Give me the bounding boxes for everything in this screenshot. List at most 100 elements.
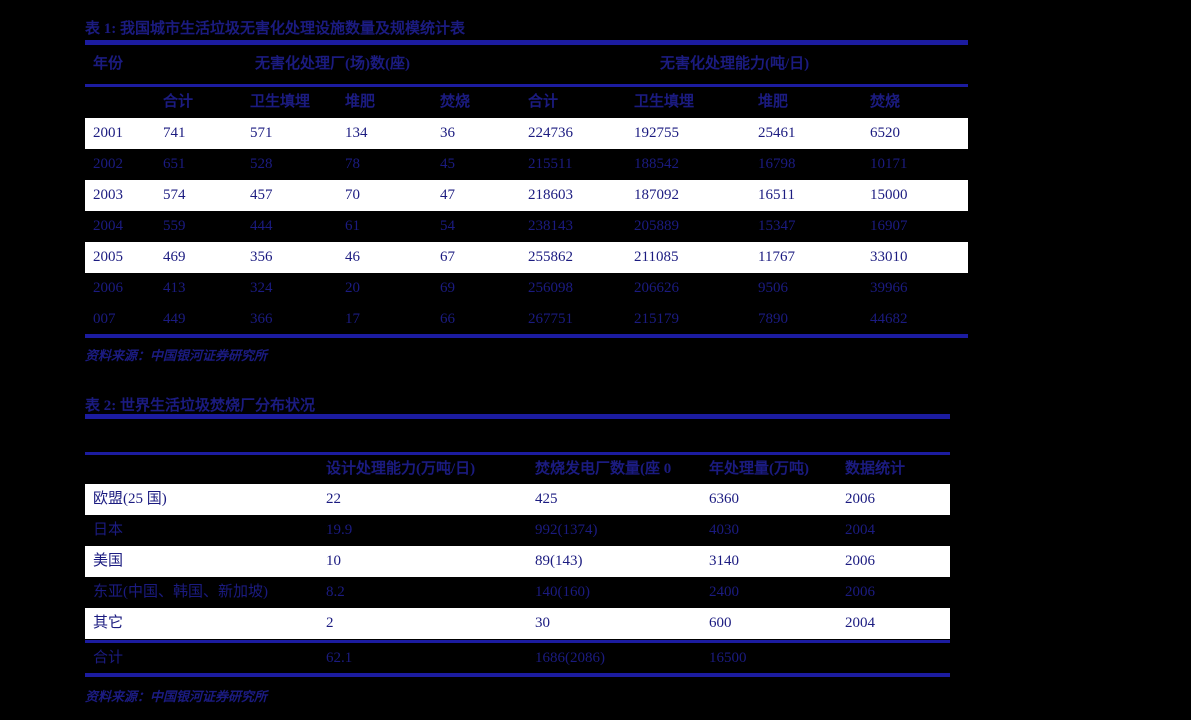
table2-header-row: 设计处理能力(万吨/日) 焚烧发电厂数量(座 0 年处理量(万吨) 数据统计 <box>85 455 950 484</box>
table-cell: 007 <box>93 311 116 327</box>
table-row: 2006 413 324 20 69 256098 206626 9506 39… <box>85 273 968 304</box>
table-cell: 356 <box>250 249 273 265</box>
table-cell: 2001 <box>93 125 123 141</box>
table-cell: 992(1374) <box>535 522 598 538</box>
table-cell: 2005 <box>93 249 123 265</box>
table-cell: 7890 <box>758 311 788 327</box>
table-cell: 444 <box>250 218 273 234</box>
column-header-landfill: 卫生填埋 <box>250 94 311 110</box>
column-header-compost: 堆肥 <box>345 94 376 110</box>
table-cell: 2006 <box>845 491 875 507</box>
table-cell: 413 <box>163 280 186 296</box>
table-row: 2003 574 457 70 47 218603 187092 16511 1… <box>85 180 968 211</box>
table-cell: 3140 <box>709 553 739 569</box>
table-cell: 574 <box>163 187 186 203</box>
table-row: 美国 10 89(143) 3140 2006 <box>85 546 950 577</box>
table-cell: 600 <box>709 615 732 631</box>
table-cell: 20 <box>345 280 360 296</box>
table2-source-note: 资料来源：中国银河证券研究所 <box>85 689 268 704</box>
table1-source-note: 资料来源：中国银河证券研究所 <box>85 348 268 363</box>
table-cell: 2004 <box>845 615 875 631</box>
table-cell: 39966 <box>870 280 908 296</box>
table-cell: 17 <box>345 311 360 327</box>
table-cell: 2006 <box>845 553 875 569</box>
table-cell: 206626 <box>634 280 679 296</box>
table-cell: 2 <box>326 615 334 631</box>
table-cell: 78 <box>345 156 360 172</box>
table-cell: 205889 <box>634 218 679 234</box>
table-row: 2001 741 571 134 36 224736 192755 25461 … <box>85 118 968 149</box>
table-cell: 1686(2086) <box>535 650 605 666</box>
column-header-capacity-group: 无害化处理能力(吨/日) <box>660 56 810 72</box>
table-cell: 457 <box>250 187 273 203</box>
table-row: 东亚(中国、韩国、新加坡) 8.2 140(160) 2400 2006 <box>85 577 950 608</box>
table-cell: 16500 <box>709 650 747 666</box>
table2-top-border <box>85 414 950 419</box>
column-header-year: 年份 <box>93 56 124 72</box>
column-header-total: 合计 <box>163 94 194 110</box>
table-cell: 16907 <box>870 218 908 234</box>
table-cell: 238143 <box>528 218 573 234</box>
table-cell: 2003 <box>93 187 123 203</box>
table-cell: 2006 <box>93 280 123 296</box>
table-cell: 66 <box>440 311 455 327</box>
table1-top-border <box>85 40 968 45</box>
table-cell: 日本 <box>93 522 124 538</box>
table-cell: 255862 <box>528 249 573 265</box>
table-cell: 2004 <box>93 218 123 234</box>
column-header-annual-volume: 年处理量(万吨) <box>709 461 809 477</box>
table-row-total: 合计 62.1 1686(2086) 16500 <box>85 643 950 673</box>
table-cell: 47 <box>440 187 455 203</box>
table-cell: 46 <box>345 249 360 265</box>
table-cell: 19.9 <box>326 522 353 538</box>
table-cell: 4030 <box>709 522 739 538</box>
column-header-plant-count-group: 无害化处理厂(场)数(座) <box>255 56 410 72</box>
table-cell: 89(143) <box>535 553 583 569</box>
table-cell: 东亚(中国、韩国、新加坡) <box>93 584 268 600</box>
table-cell: 45 <box>440 156 455 172</box>
table1-title: 表 1: 我国城市生活垃圾无害化处理设施数量及规模统计表 <box>85 21 465 37</box>
table-cell: 211085 <box>634 249 679 265</box>
column-header-plant-count: 焚烧发电厂数量(座 0 <box>535 461 672 477</box>
table-cell: 192755 <box>634 125 679 141</box>
table-cell: 15000 <box>870 187 908 203</box>
table-cell: 469 <box>163 249 186 265</box>
table-cell: 22 <box>326 491 341 507</box>
table-cell: 70 <box>345 187 360 203</box>
table-row: 2004 559 444 61 54 238143 205889 15347 1… <box>85 211 968 242</box>
column-header-incineration: 焚烧 <box>440 94 471 110</box>
table2-header-divider <box>85 452 950 455</box>
table-cell: 528 <box>250 156 273 172</box>
table-cell: 8.2 <box>326 584 345 600</box>
column-header-design-capacity: 设计处理能力(万吨/日) <box>326 461 476 477</box>
table-cell: 140(160) <box>535 584 590 600</box>
table-cell: 30 <box>535 615 550 631</box>
table-cell: 44682 <box>870 311 908 327</box>
table-cell: 合计 <box>93 650 124 666</box>
table-row: 2002 651 528 78 45 215511 188542 16798 1… <box>85 149 968 180</box>
table-cell: 69 <box>440 280 455 296</box>
column-header-landfill-capacity: 卫生填埋 <box>634 94 695 110</box>
table-cell: 324 <box>250 280 273 296</box>
table-cell: 256098 <box>528 280 573 296</box>
table1-subheader-row: 合计 卫生填埋 堆肥 焚烧 合计 卫生填埋 堆肥 焚烧 <box>85 87 968 118</box>
table-cell: 61 <box>345 218 360 234</box>
table-cell: 16511 <box>758 187 795 203</box>
table-cell: 559 <box>163 218 186 234</box>
table-cell: 571 <box>250 125 273 141</box>
table-cell: 16798 <box>758 156 796 172</box>
table-row: 007 449 366 17 66 267751 215179 7890 446… <box>85 304 968 334</box>
table-cell: 2400 <box>709 584 739 600</box>
table-cell: 10 <box>326 553 341 569</box>
table-cell: 欧盟(25 国) <box>93 491 167 507</box>
table1-group-header-row: 年份 无害化处理厂(场)数(座) 无害化处理能力(吨/日) <box>85 45 968 84</box>
table-cell: 2002 <box>93 156 123 172</box>
table-cell: 218603 <box>528 187 573 203</box>
table-cell: 11767 <box>758 249 795 265</box>
table-cell: 267751 <box>528 311 573 327</box>
table2-total-divider <box>85 640 950 643</box>
table-cell: 215511 <box>528 156 573 172</box>
table-cell: 25461 <box>758 125 796 141</box>
table-cell: 9506 <box>758 280 788 296</box>
